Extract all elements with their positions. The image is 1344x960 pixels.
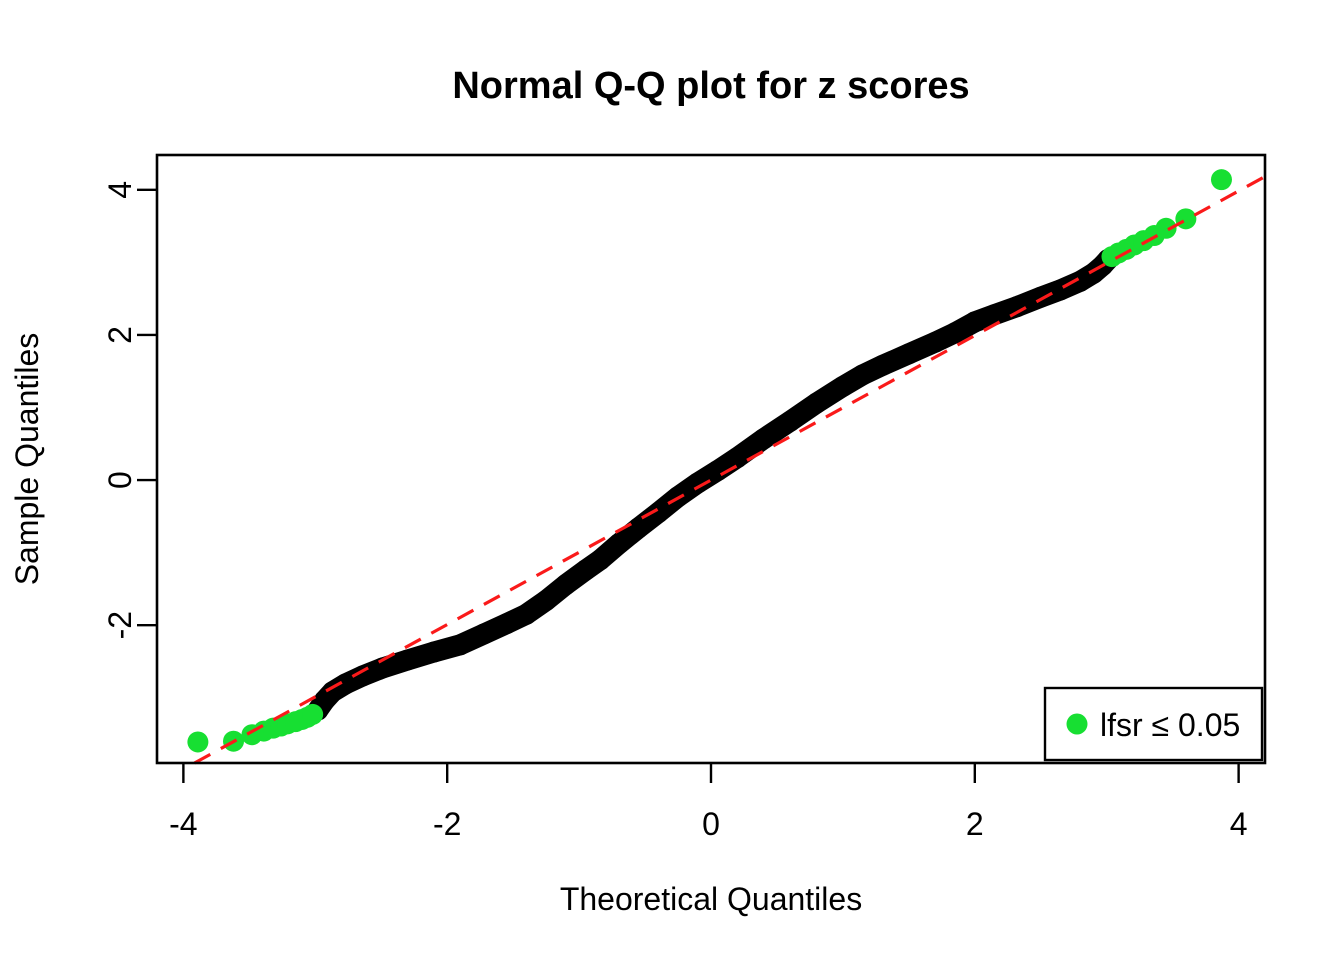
x-tick-label: 2 [966, 806, 984, 842]
significant-point [302, 703, 324, 725]
significant-point [1210, 169, 1232, 191]
qq-point [627, 517, 649, 539]
qq-point [687, 472, 709, 494]
qq-point [1050, 279, 1072, 301]
qq-point [898, 343, 920, 365]
significant-point [187, 731, 209, 753]
qq-point [832, 375, 854, 397]
qq-point [352, 665, 374, 687]
qq-point [608, 533, 630, 555]
y-tick-label: 4 [102, 181, 138, 199]
x-axis-label: Theoretical Quantiles [560, 881, 862, 917]
qq-point [335, 673, 357, 695]
qq-point [496, 613, 518, 635]
chart-title: Normal Q-Q plot for z scores [452, 65, 969, 107]
qq-point [1030, 286, 1052, 308]
qq-point [555, 574, 577, 596]
data-layer [187, 169, 1266, 765]
qq-point [423, 641, 445, 663]
qq-point [589, 549, 611, 571]
qq-point [473, 623, 495, 645]
y-axis-label: Sample Quantiles [9, 333, 45, 586]
qq-point [806, 392, 828, 414]
reference-line [193, 175, 1266, 765]
legend: lfsr ≤ 0.05 [1043, 686, 1264, 762]
qq-point [984, 304, 1006, 326]
legend-marker-icon [1066, 713, 1088, 735]
qq-point [1006, 296, 1028, 318]
qq-point [647, 502, 669, 524]
legend-label: lfsr ≤ 0.05 [1100, 707, 1240, 743]
significant-point [1175, 208, 1197, 230]
x-tick-label: -2 [433, 806, 461, 842]
significant-point [1155, 217, 1177, 239]
qq-point [852, 364, 874, 386]
qq-point [753, 428, 775, 450]
qq-point [372, 657, 394, 679]
qq-point [779, 410, 801, 432]
y-tick-label: 0 [102, 471, 138, 489]
qq-point [964, 311, 986, 333]
y-tick-label: 2 [102, 326, 138, 344]
qq-point [944, 322, 966, 344]
qq-point [871, 354, 893, 376]
y-tick-label: -2 [102, 611, 138, 639]
qq-point [515, 603, 537, 625]
qq-point [449, 634, 471, 656]
x-tick-label: -4 [169, 806, 197, 842]
qq-point [397, 649, 419, 671]
x-tick-label: 4 [1230, 806, 1248, 842]
axes-layer: -4 -2 0 2 4 -2 0 2 4 [102, 181, 1248, 842]
x-tick-label: 0 [702, 806, 720, 842]
qq-point [535, 589, 557, 611]
qq-point [726, 447, 748, 469]
qq-point [924, 331, 946, 353]
qq-point [707, 460, 729, 482]
